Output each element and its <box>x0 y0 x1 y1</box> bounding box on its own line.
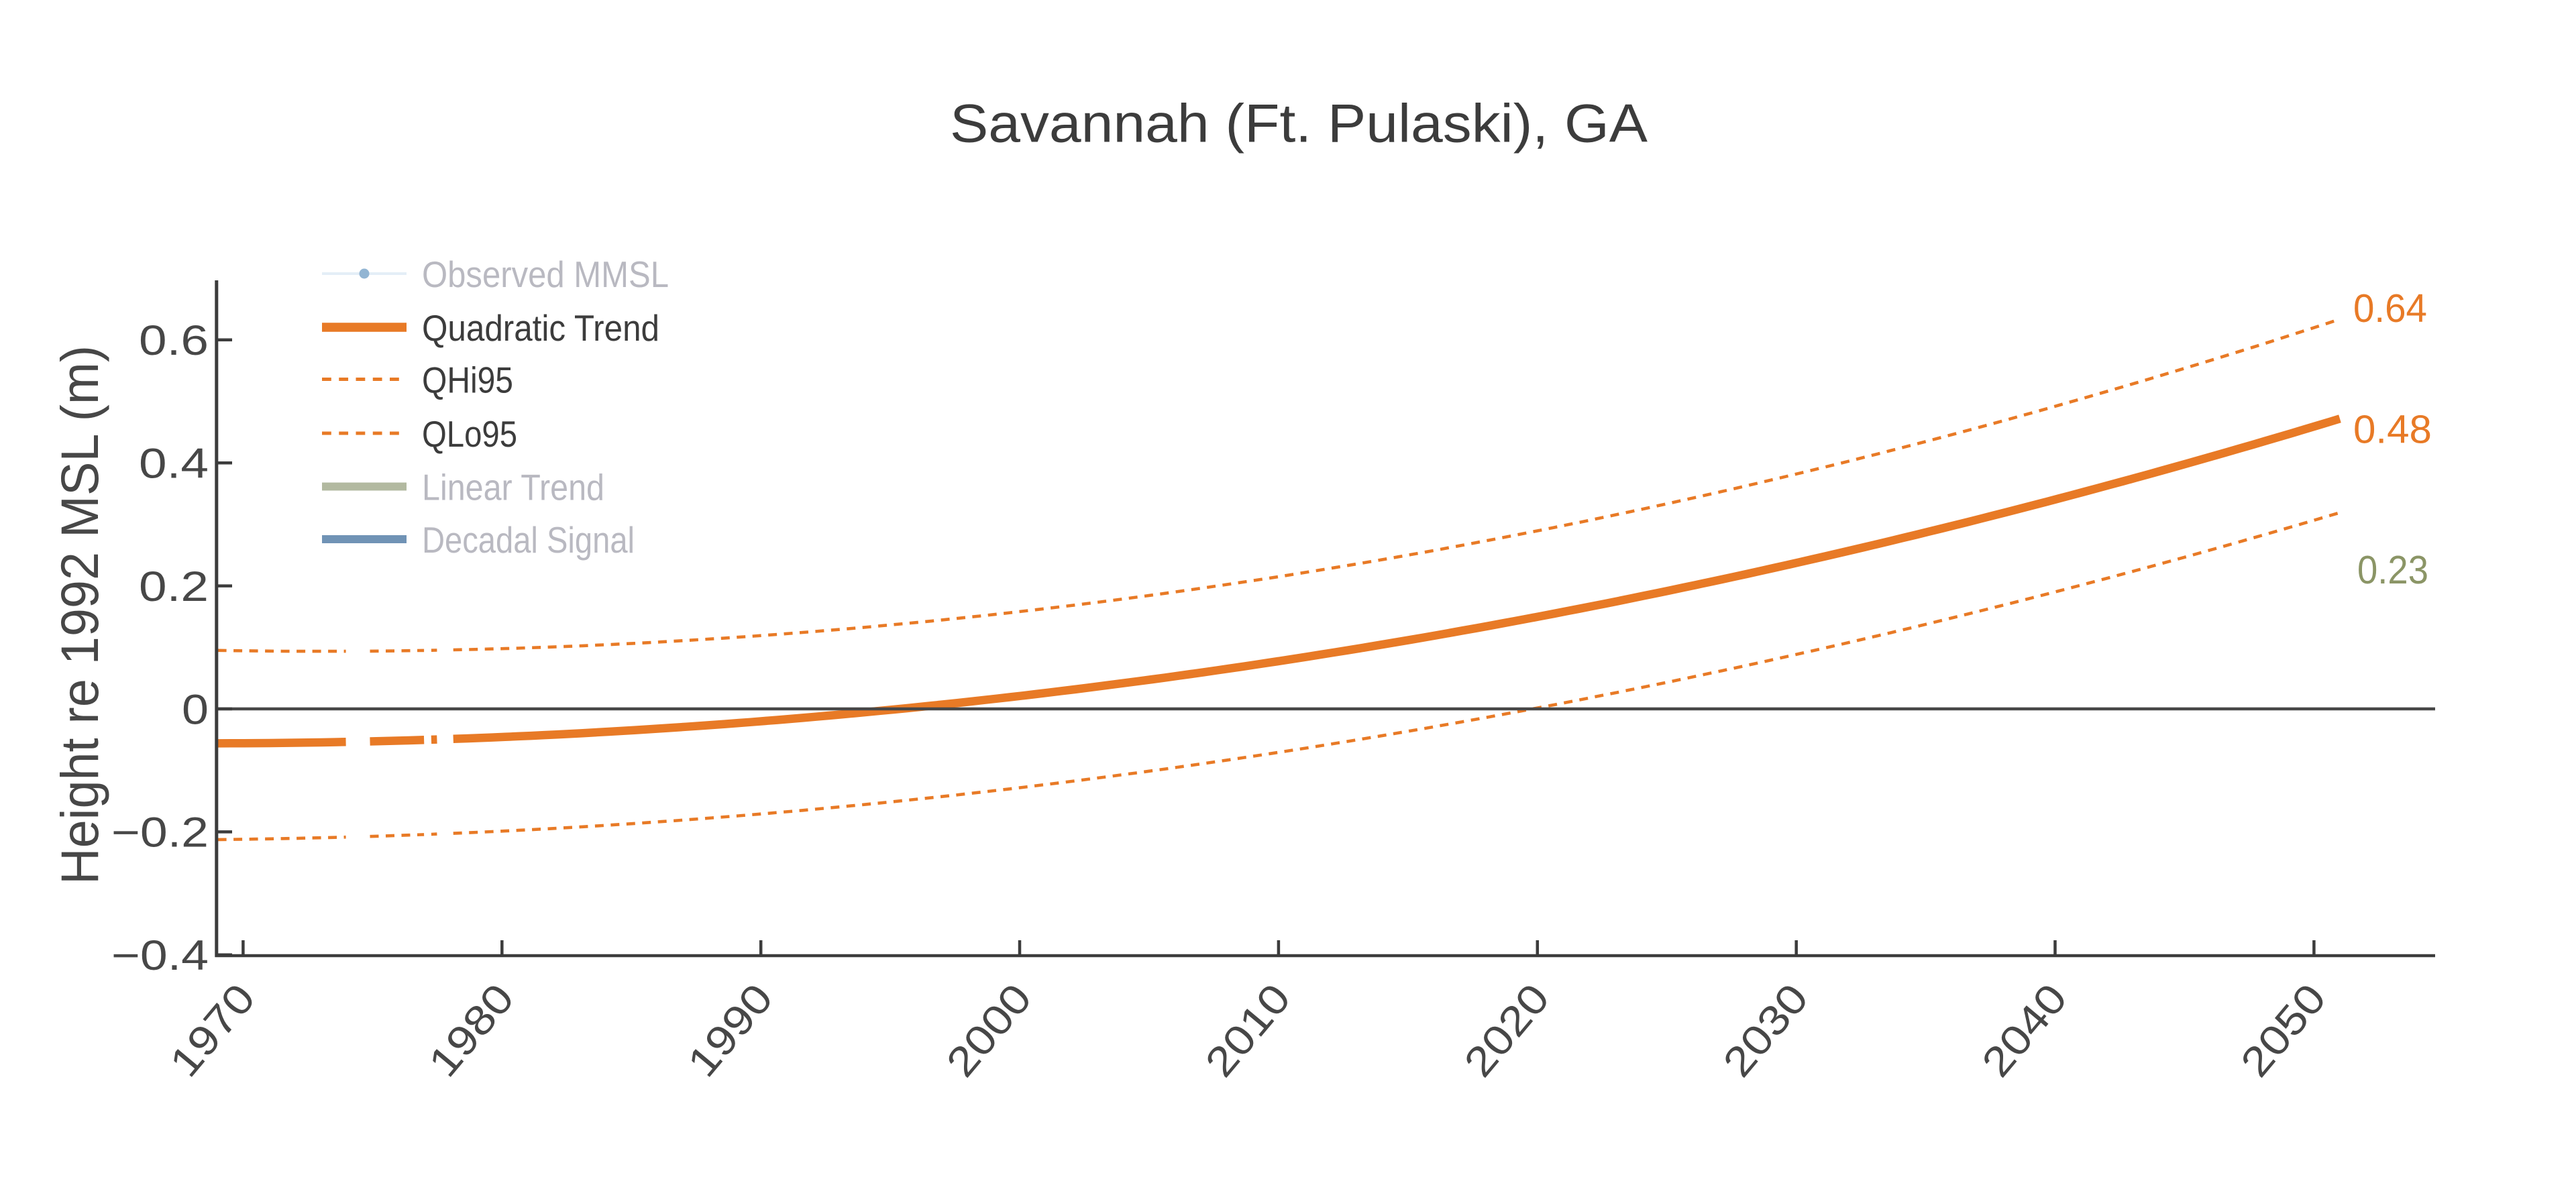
svg-text:Linear Trend: Linear Trend <box>422 467 604 508</box>
svg-text:Height re 1992 MSL (m): Height re 1992 MSL (m) <box>50 345 109 885</box>
svg-text:0.2: 0.2 <box>139 563 209 610</box>
svg-text:Observed MMSL: Observed MMSL <box>422 254 669 295</box>
svg-text:Savannah (Ft. Pulaski), GA: Savannah (Ft. Pulaski), GA <box>950 94 1648 154</box>
svg-text:0: 0 <box>182 686 209 733</box>
svg-text:Decadal Signal: Decadal Signal <box>422 519 635 561</box>
svg-text:−0.2: −0.2 <box>111 809 209 856</box>
svg-text:QLo95: QLo95 <box>422 413 517 455</box>
svg-text:0.48: 0.48 <box>2353 408 2432 452</box>
svg-text:0.4: 0.4 <box>139 441 209 488</box>
svg-text:0.6: 0.6 <box>139 317 209 364</box>
svg-text:0.64: 0.64 <box>2353 286 2427 331</box>
svg-text:QHi95: QHi95 <box>422 359 513 401</box>
svg-text:−0.4: −0.4 <box>111 932 209 979</box>
svg-text:0.23: 0.23 <box>2357 548 2428 592</box>
svg-text:Quadratic Trend: Quadratic Trend <box>422 307 659 349</box>
